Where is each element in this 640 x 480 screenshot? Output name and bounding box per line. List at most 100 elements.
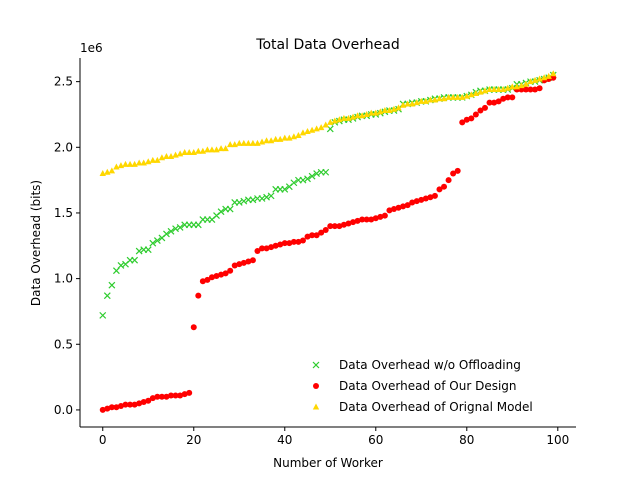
data-point (486, 99, 493, 106)
series-3 (99, 70, 557, 177)
data-point (131, 160, 138, 167)
data-point (272, 135, 279, 142)
data-point (463, 116, 470, 123)
ticks: 0 20 40 60 80 100 0.0 0.5 1.0 1.5 2.0 2.5 (54, 75, 569, 447)
data-point (204, 146, 211, 153)
data-point (267, 137, 275, 144)
data-point (313, 232, 320, 239)
data-point (418, 196, 425, 203)
data-point (153, 237, 161, 244)
data-point (299, 237, 306, 244)
legend-label: Data Overhead of Our Design (339, 379, 517, 393)
data-point (245, 258, 252, 265)
data-point (245, 139, 252, 146)
data-point (445, 177, 452, 184)
data-point (322, 227, 329, 234)
legend-label: Data Overhead of Orignal Model (339, 400, 533, 414)
data-point (99, 311, 107, 319)
data-point (217, 145, 225, 152)
data-point (259, 245, 266, 252)
data-point (208, 146, 216, 153)
axes (79, 58, 576, 428)
data-point (131, 401, 138, 408)
legend-marker (313, 383, 319, 389)
data-point (272, 242, 279, 249)
data-point (181, 149, 188, 156)
x-tick-label: 60 (368, 433, 383, 447)
chart-title: Total Data Overhead (255, 37, 399, 53)
x-tick-label: 20 (186, 433, 201, 447)
data-point (135, 247, 143, 255)
data-point (195, 292, 202, 299)
data-point (399, 101, 407, 108)
data-point (459, 119, 466, 126)
data-point (522, 80, 530, 87)
data-point (240, 197, 248, 205)
data-point (299, 129, 307, 136)
data-point (249, 139, 257, 146)
data-point (217, 208, 225, 216)
data-point (213, 146, 220, 153)
data-point (472, 111, 479, 118)
data-point (400, 203, 407, 210)
x-axis-label: Number of Worker (273, 456, 383, 470)
data-point (290, 133, 298, 140)
y-offset-label: 1e6 (80, 41, 103, 55)
data-point (281, 134, 288, 141)
x-tick-label: 40 (277, 433, 292, 447)
data-point (190, 149, 197, 156)
data-point (254, 139, 261, 146)
x-tick-label: 100 (546, 433, 569, 447)
data-point (299, 176, 307, 184)
data-point (504, 94, 511, 101)
data-point (445, 93, 452, 100)
data-point (536, 85, 543, 92)
data-point (509, 94, 516, 101)
data-point (304, 233, 311, 240)
data-point (418, 97, 425, 104)
data-point (368, 109, 375, 116)
data-point (199, 278, 206, 285)
data-point (495, 86, 502, 93)
data-point (277, 241, 284, 248)
x-tick-label: 0 (99, 433, 107, 447)
data-point (327, 223, 334, 230)
data-point (140, 159, 147, 166)
data-point (290, 238, 297, 245)
legend-entry: Data Overhead of Our Design (313, 379, 517, 393)
data-point (381, 107, 389, 114)
data-point (167, 152, 175, 159)
y-tick-label: 1.5 (54, 206, 73, 220)
data-point (386, 207, 393, 214)
data-point (290, 179, 298, 187)
y-axis-label: Data Overhead (bits) (29, 180, 43, 306)
data-point (240, 139, 248, 146)
data-point (509, 83, 516, 90)
data-point (345, 220, 352, 227)
data-point (404, 100, 411, 107)
data-point (263, 193, 270, 201)
data-point (286, 240, 293, 247)
data-point (108, 167, 116, 174)
data-point (235, 199, 243, 206)
data-point (322, 168, 330, 176)
data-point (199, 147, 207, 154)
data-point (545, 72, 552, 79)
data-point (381, 212, 388, 219)
data-point (350, 219, 357, 226)
data-point (268, 244, 275, 251)
data-point (181, 391, 188, 398)
data-point (449, 93, 457, 100)
data-point (163, 152, 170, 159)
data-point (390, 206, 397, 213)
data-point (108, 404, 115, 411)
data-point (436, 95, 443, 102)
y-tick-label: 0.0 (54, 403, 73, 417)
data-point (409, 199, 416, 206)
data-point (336, 223, 343, 230)
legend-label: Data Overhead w/o Offloading (339, 358, 521, 372)
data-point (486, 86, 493, 93)
data-point (226, 205, 234, 213)
data-point (172, 392, 179, 399)
